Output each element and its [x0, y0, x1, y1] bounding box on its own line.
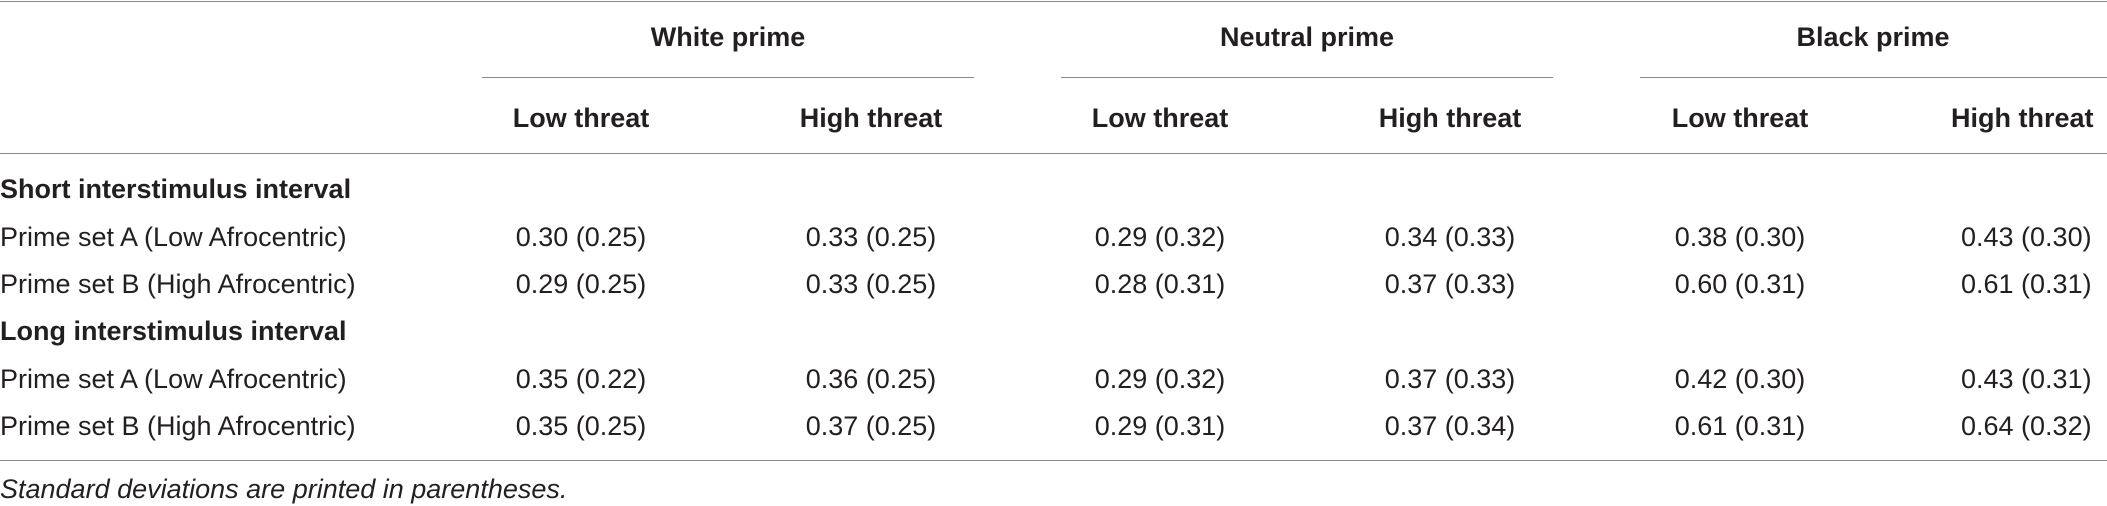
- cell: 0.28 (0.31): [1094, 269, 1226, 299]
- top-rule: [0, 1, 2107, 2]
- group-rule-black: [1640, 77, 2107, 78]
- subheader-white-high: High threat: [799, 103, 943, 133]
- subheader-white-low: Low threat: [512, 103, 650, 133]
- cell: 0.29 (0.32): [1094, 364, 1226, 394]
- section-title-long: Long interstimulus interval: [0, 316, 347, 346]
- cell: 0.37 (0.33): [1384, 364, 1516, 394]
- cell: 0.42 (0.30): [1674, 364, 1806, 394]
- cell: 0.33 (0.25): [805, 269, 937, 299]
- group-header-white: White prime: [650, 22, 806, 52]
- cell: 0.29 (0.32): [1094, 222, 1226, 252]
- cell: 0.64 (0.32): [1961, 411, 2092, 441]
- group-header-neutral: Neutral prime: [1219, 22, 1395, 52]
- header-rule: [0, 153, 2107, 154]
- row-label: Prime set A (Low Afrocentric): [0, 222, 347, 252]
- cell: 0.33 (0.25): [805, 222, 937, 252]
- cell: 0.29 (0.25): [515, 269, 647, 299]
- subheader-neutral-low: Low threat: [1091, 103, 1229, 133]
- cell: 0.35 (0.22): [515, 364, 647, 394]
- cell: 0.61 (0.31): [1674, 411, 1806, 441]
- subheader-neutral-high: High threat: [1378, 103, 1522, 133]
- subheader-black-high: High threat: [1951, 103, 2094, 133]
- cell: 0.35 (0.25): [515, 411, 647, 441]
- cell: 0.36 (0.25): [805, 364, 937, 394]
- cell: 0.43 (0.30): [1961, 222, 2092, 252]
- cell: 0.37 (0.33): [1384, 269, 1516, 299]
- subheader-black-low: Low threat: [1671, 103, 1809, 133]
- cell: 0.34 (0.33): [1384, 222, 1516, 252]
- row-label: Prime set A (Low Afrocentric): [0, 364, 347, 394]
- cell: 0.60 (0.31): [1674, 269, 1806, 299]
- bottom-rule: [0, 460, 2107, 461]
- cell: 0.43 (0.31): [1961, 364, 2092, 394]
- cell: 0.30 (0.25): [515, 222, 647, 252]
- group-rule-neutral: [1061, 77, 1553, 78]
- group-rule-white: [482, 77, 974, 78]
- section-title-short: Short interstimulus interval: [0, 174, 352, 204]
- group-header-black: Black prime: [1796, 22, 1950, 52]
- cell: 0.61 (0.31): [1961, 269, 2092, 299]
- cell: 0.38 (0.30): [1674, 222, 1806, 252]
- cell: 0.29 (0.31): [1094, 411, 1226, 441]
- cell: 0.37 (0.25): [805, 411, 937, 441]
- row-label: Prime set B (High Afrocentric): [0, 269, 356, 299]
- table-footnote: Standard deviations are printed in paren…: [0, 474, 568, 504]
- cell: 0.37 (0.34): [1384, 411, 1516, 441]
- row-label: Prime set B (High Afrocentric): [0, 411, 356, 441]
